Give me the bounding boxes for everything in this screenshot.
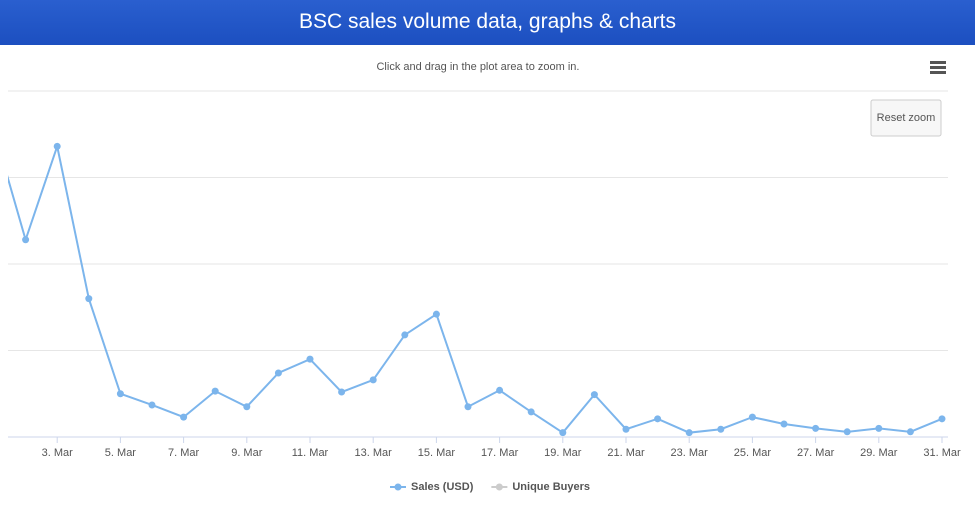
plot-area bbox=[8, 142, 946, 437]
x-tick-label: 31. Mar bbox=[923, 447, 961, 459]
data-point bbox=[622, 425, 630, 433]
data-point bbox=[464, 403, 472, 411]
data-point bbox=[812, 424, 820, 432]
data-point bbox=[180, 413, 188, 421]
legend-label[interactable]: Unique Buyers bbox=[512, 481, 590, 493]
menu-button[interactable] bbox=[930, 61, 946, 74]
data-point bbox=[780, 420, 788, 428]
x-tick-label: 11. Mar bbox=[292, 447, 329, 459]
x-tick-label: 3. Mar bbox=[42, 447, 74, 459]
x-tick-label: 17. Mar bbox=[481, 447, 519, 459]
page-title: BSC sales volume data, graphs & charts bbox=[0, 0, 975, 45]
data-point bbox=[654, 415, 662, 423]
data-point bbox=[338, 388, 346, 396]
series-line bbox=[8, 142, 943, 435]
legend-marker bbox=[495, 483, 503, 491]
data-point bbox=[369, 376, 377, 384]
x-tick-label: 27. Mar bbox=[797, 447, 835, 459]
data-point bbox=[843, 428, 851, 436]
data-point bbox=[875, 424, 883, 432]
chart-subtitle: Click and drag in the plot area to zoom … bbox=[376, 61, 579, 73]
x-tick-label: 15. Mar bbox=[418, 447, 456, 459]
data-point bbox=[85, 295, 93, 303]
chart: Click and drag in the plot area to zoom … bbox=[8, 61, 961, 493]
data-point bbox=[432, 310, 440, 318]
data-point bbox=[685, 429, 693, 437]
data-point bbox=[748, 413, 756, 421]
x-tick-label: 21. Mar bbox=[607, 447, 645, 459]
data-point bbox=[559, 429, 567, 437]
data-point bbox=[243, 403, 251, 411]
data-point bbox=[401, 331, 409, 339]
data-point bbox=[22, 236, 30, 244]
x-tick-label: 29. Mar bbox=[860, 447, 898, 459]
x-tick-label: 23. Mar bbox=[671, 447, 709, 459]
legend-marker bbox=[394, 483, 402, 491]
x-tick-label: 25. Mar bbox=[734, 447, 772, 459]
data-point bbox=[116, 390, 124, 398]
x-tick-label: 13. Mar bbox=[355, 447, 393, 459]
data-point bbox=[938, 415, 946, 423]
data-point bbox=[211, 387, 219, 395]
x-tick-label: 19. Mar bbox=[544, 447, 582, 459]
reset-zoom-label: Reset zoom bbox=[877, 112, 936, 124]
legend-label[interactable]: Sales (USD) bbox=[411, 481, 474, 493]
data-point bbox=[496, 386, 504, 394]
x-tick-label: 5. Mar bbox=[105, 447, 137, 459]
x-tick-label: 9. Mar bbox=[231, 447, 263, 459]
data-point bbox=[53, 142, 61, 150]
data-point bbox=[906, 428, 914, 436]
data-point bbox=[148, 401, 156, 409]
data-point bbox=[527, 408, 535, 416]
data-point bbox=[274, 369, 282, 377]
reset-zoom-button[interactable] bbox=[870, 99, 942, 137]
data-point bbox=[717, 425, 725, 433]
data-point bbox=[306, 355, 314, 363]
data-point bbox=[590, 391, 598, 399]
x-tick-label: 7. Mar bbox=[168, 447, 200, 459]
